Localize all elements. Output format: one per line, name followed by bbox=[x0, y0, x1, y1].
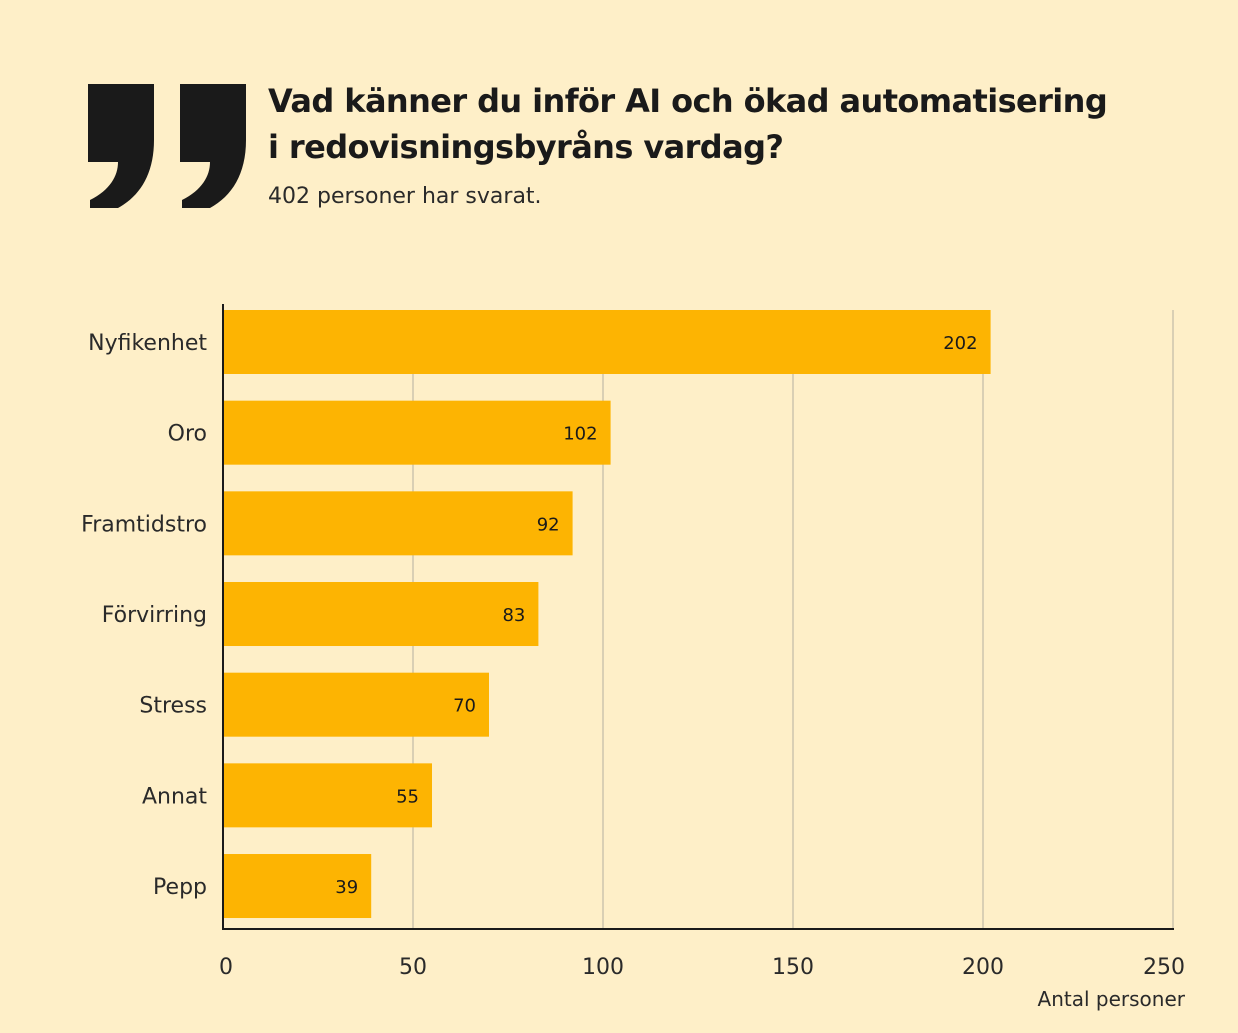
category-label: Framtidstro bbox=[81, 512, 207, 537]
chart-title: Vad känner du inför AI och ökad automati… bbox=[268, 78, 1188, 170]
x-tick-label: 100 bbox=[582, 955, 624, 980]
bar bbox=[223, 854, 372, 919]
category-label: Förvirring bbox=[102, 603, 207, 628]
data-label: 39 bbox=[335, 877, 358, 898]
data-label: 70 bbox=[453, 696, 476, 717]
data-label: 202 bbox=[943, 333, 977, 354]
bar bbox=[223, 582, 539, 647]
bar bbox=[223, 491, 573, 556]
axes bbox=[222, 304, 1174, 930]
chart-title-line-1: Vad känner du inför AI och ökad automati… bbox=[268, 82, 1108, 120]
chart-title-line-2: i redovisningsbyråns vardag? bbox=[268, 128, 784, 166]
category-labels: Nyfikenhet Oro Framtidstro Förvirring Stress… bbox=[81, 331, 207, 900]
chart-subtitle: 402 personer har svarat. bbox=[268, 184, 542, 209]
quote-mark-right bbox=[180, 84, 246, 208]
x-tick-label: 0 bbox=[219, 955, 233, 980]
category-label: Pepp bbox=[153, 875, 207, 900]
bar bbox=[223, 310, 991, 374]
x-tick-label: 50 bbox=[399, 955, 427, 980]
data-label: 55 bbox=[396, 786, 419, 807]
bars: 202 102 92 83 70 55 39 bbox=[223, 310, 991, 919]
quote-mark-left bbox=[88, 84, 154, 208]
x-axis-title: Antal personer bbox=[1038, 987, 1186, 1011]
data-label: 83 bbox=[502, 605, 525, 626]
quote-mark-icon bbox=[88, 84, 246, 208]
bar bbox=[223, 400, 611, 465]
x-tick-labels: 0 50 100 150 200 250 bbox=[219, 955, 1185, 980]
data-label: 92 bbox=[537, 514, 560, 535]
bar bbox=[223, 672, 489, 737]
category-label: Stress bbox=[139, 694, 207, 719]
x-tick-label: 150 bbox=[772, 955, 814, 980]
category-label: Oro bbox=[168, 422, 207, 447]
category-label: Annat bbox=[142, 784, 207, 809]
data-label: 102 bbox=[563, 424, 597, 445]
bar bbox=[223, 763, 432, 828]
x-tick-label: 200 bbox=[962, 955, 1004, 980]
x-tick-label: 250 bbox=[1143, 955, 1185, 980]
category-label: Nyfikenhet bbox=[88, 331, 207, 356]
